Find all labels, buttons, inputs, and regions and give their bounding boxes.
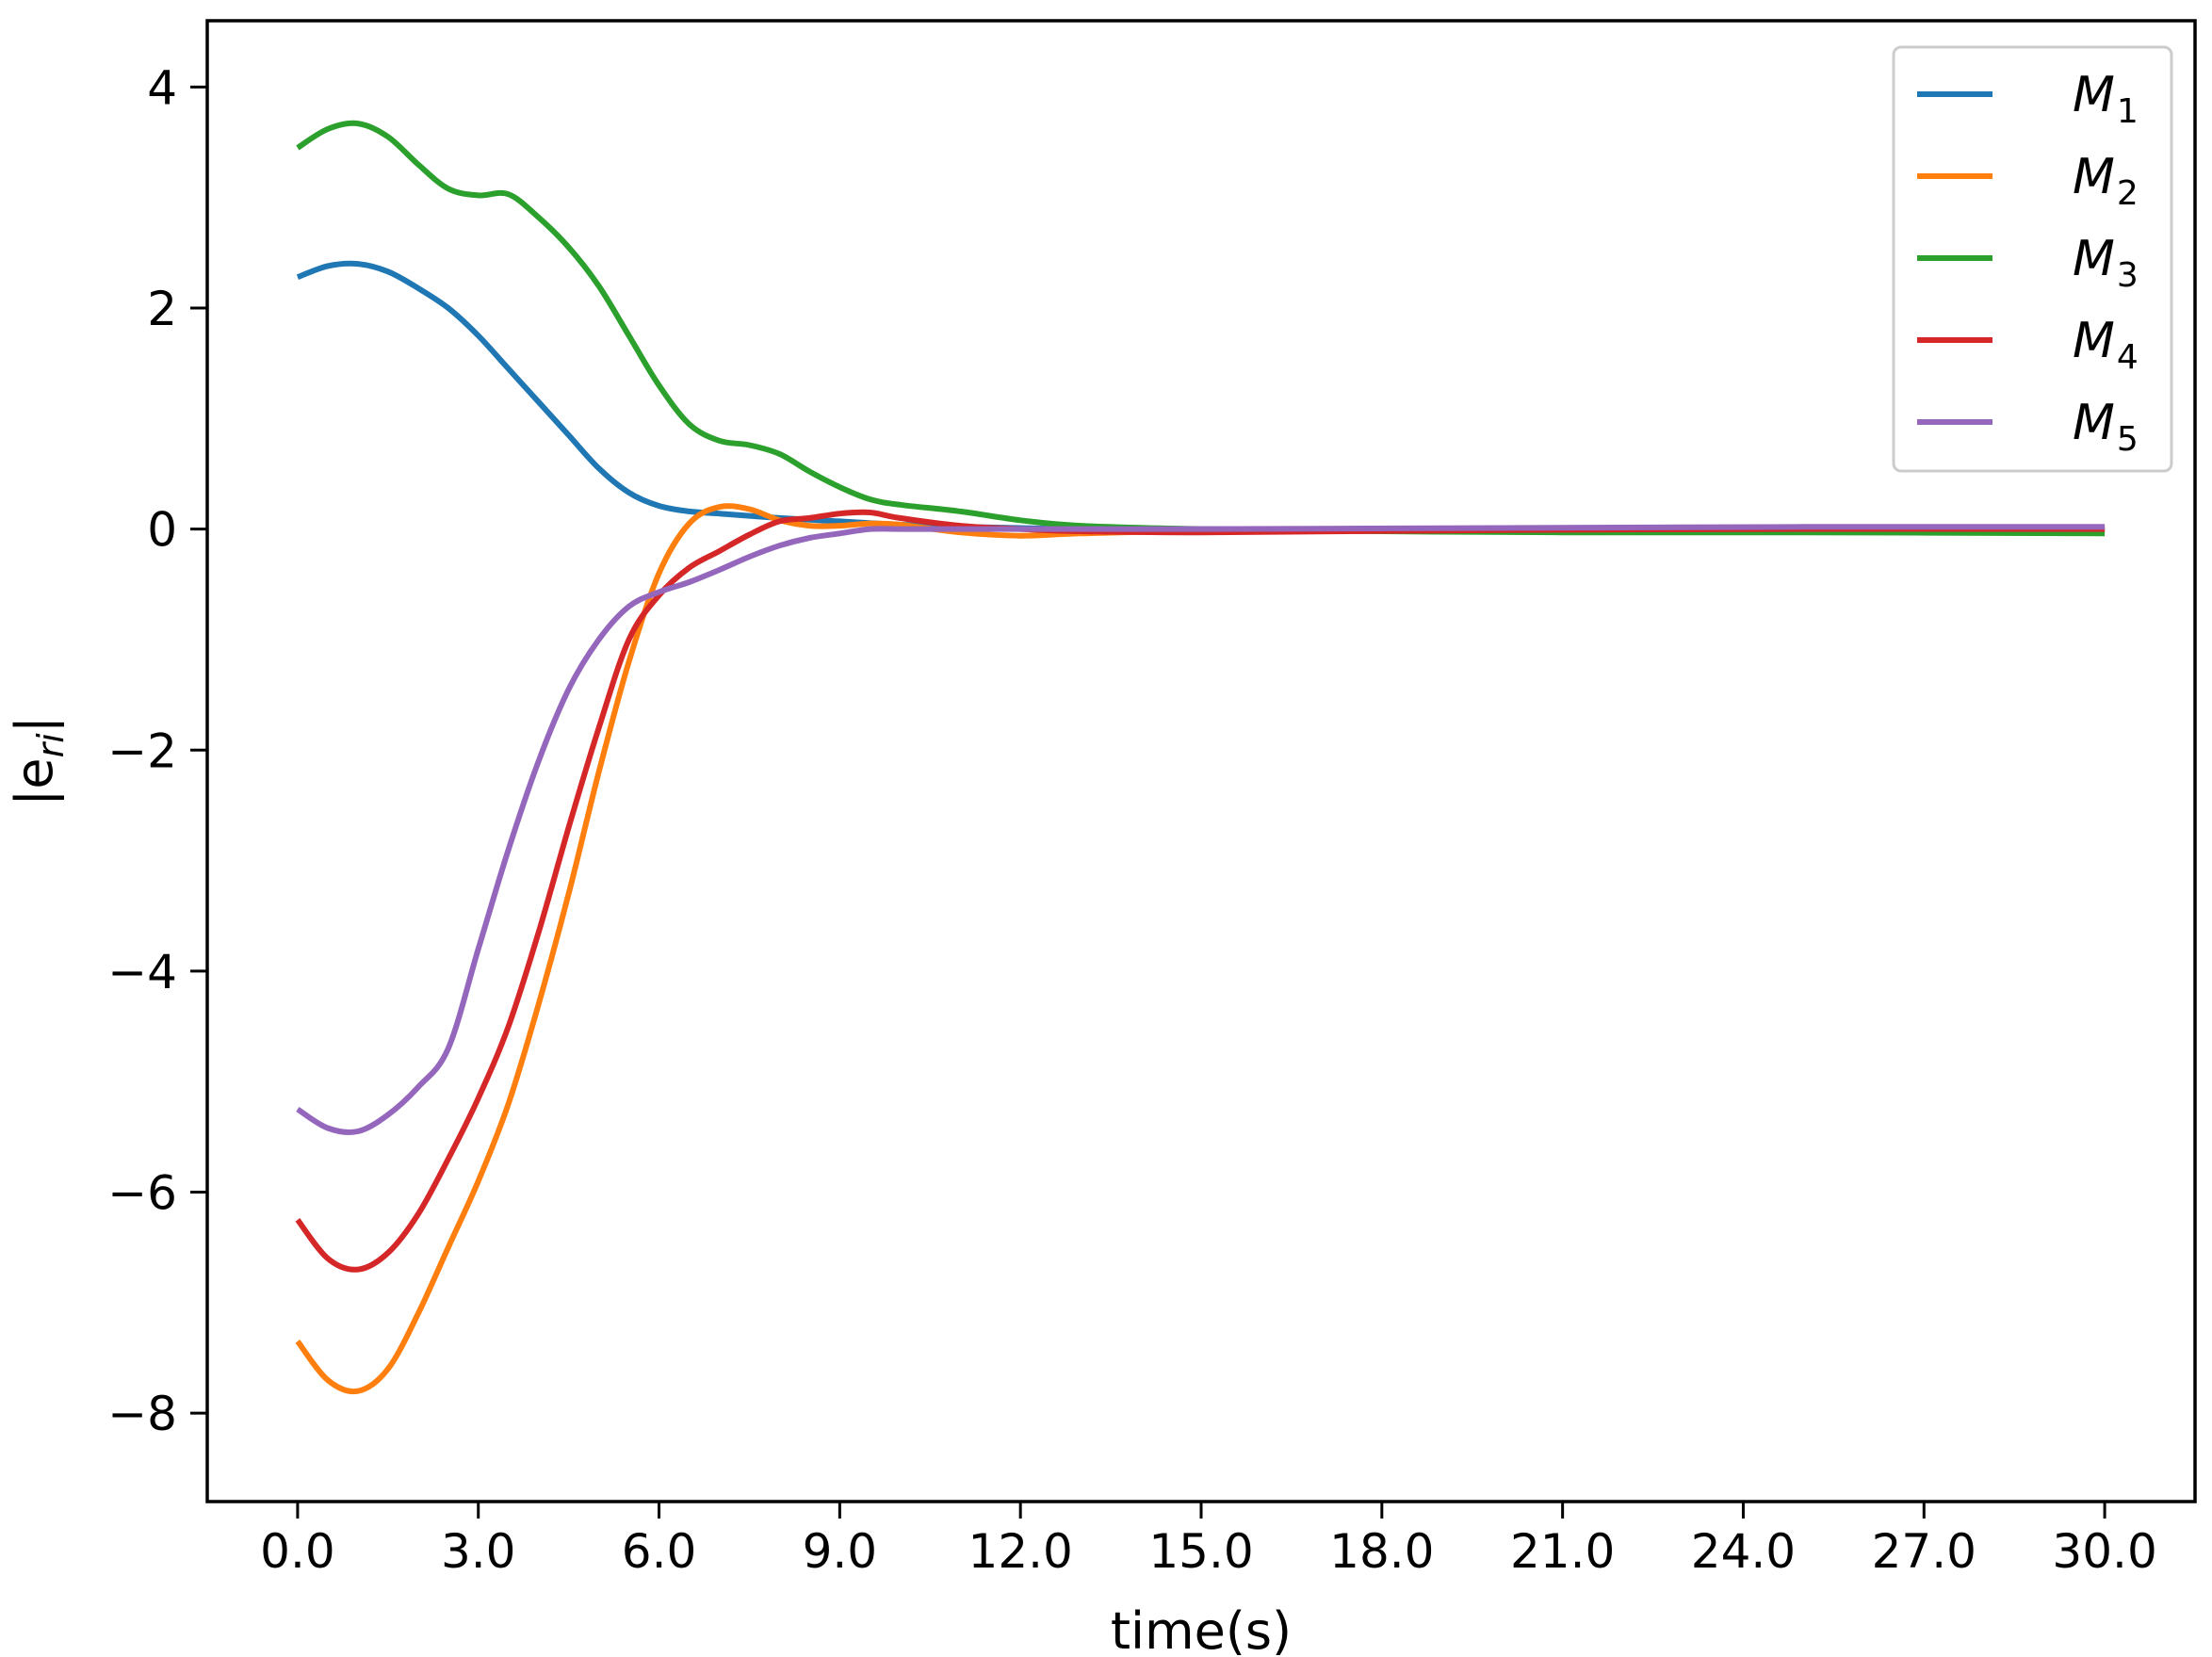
y-tick-label: 0 [147, 503, 177, 558]
y-tick-label: −6 [107, 1166, 177, 1221]
y-axis-title: |eri| [5, 716, 72, 806]
y-tick-label: −2 [107, 723, 177, 778]
y-tick-label: −4 [107, 945, 177, 999]
legend-label-m2: M2 [2073, 149, 2139, 213]
x-tick-label: 18.0 [1329, 1524, 1434, 1579]
y-axis-title-main: |e [5, 757, 64, 805]
series-group [295, 120, 2106, 1395]
x-tick-label: 9.0 [803, 1524, 878, 1579]
legend-label-m3: M3 [2073, 231, 2139, 295]
series-line-m5 [296, 524, 2106, 1135]
x-axis-title: time(s) [1111, 1601, 1292, 1657]
x-tick-label: 27.0 [1872, 1524, 1976, 1579]
legend-box [1892, 45, 2173, 473]
legend: M1 M2 M3 M4 M5 [1892, 45, 2173, 473]
y-axis-title-end: | [5, 716, 64, 733]
x-tick-label: 0.0 [260, 1524, 335, 1579]
y-axis: 4 2 0 −2 −4 −6 −8 [107, 60, 207, 1441]
y-axis-title-sub: ri [30, 733, 72, 758]
x-axis: 0.0 3.0 6.0 9.0 12.0 15.0 18.0 21.0 24.0 27.0 30.0 [260, 1502, 2157, 1579]
x-tick-label: 15.0 [1148, 1524, 1253, 1579]
y-tick-label: 2 [147, 282, 177, 336]
legend-label-m4: M4 [2073, 313, 2139, 377]
x-tick-label: 24.0 [1691, 1524, 1796, 1579]
y-tick-label: −8 [107, 1387, 177, 1441]
x-tick-label: 30.0 [2052, 1524, 2156, 1579]
legend-label-m5: M5 [2073, 395, 2139, 459]
series-line-m4 [295, 509, 2106, 1273]
x-tick-label: 21.0 [1510, 1524, 1615, 1579]
y-tick-label: 4 [147, 60, 177, 115]
x-tick-label: 6.0 [622, 1524, 697, 1579]
legend-label-m1: M1 [2073, 67, 2139, 131]
x-tick-label: 3.0 [441, 1524, 516, 1579]
x-tick-label: 12.0 [968, 1524, 1073, 1579]
